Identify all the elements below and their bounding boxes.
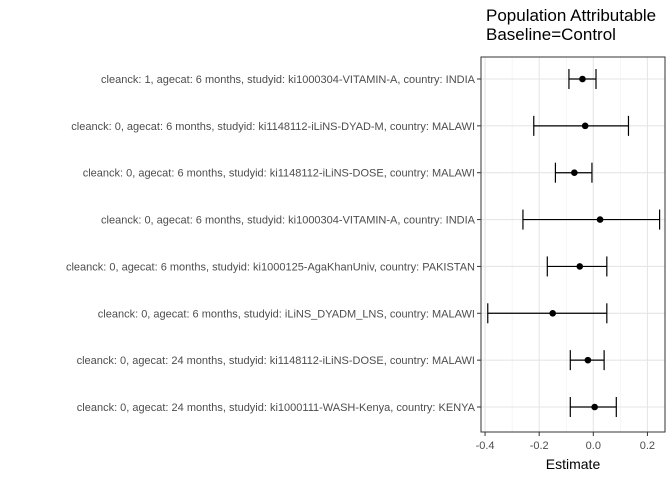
y-tick-label: cleanck: 0, agecat: 24 months, studyid: … <box>77 355 475 367</box>
point-estimate <box>584 356 592 364</box>
point-estimate <box>571 169 578 177</box>
error-bar <box>522 209 661 230</box>
x-tick-label: 0.0 <box>586 440 601 452</box>
plot-panel-border <box>480 56 666 433</box>
error-bar <box>533 115 630 136</box>
y-tick-label: cleanck: 0, agecat: 6 months, studyid: k… <box>101 215 476 227</box>
y-tick-label: cleanck: 0, agecat: 24 months, studyid: … <box>77 402 476 414</box>
point-estimate <box>581 122 589 130</box>
title-line-2: Baseline=Control <box>486 25 616 44</box>
x-tick-label: -0.4 <box>476 440 495 452</box>
error-bars <box>487 69 661 417</box>
point-estimate <box>596 216 604 223</box>
point-estimate <box>579 75 586 83</box>
y-tick-label: cleanck: 0, agecat: 6 months, studyid: k… <box>71 121 475 133</box>
chart-title: Population Attributable Baseline=Control <box>486 6 656 44</box>
x-axis-title: Estimate <box>546 456 601 472</box>
x-tick-label: -0.2 <box>530 440 549 452</box>
x-tick-label: 0.2 <box>640 440 655 452</box>
point-estimates <box>549 75 604 411</box>
y-axis: cleanck: 1, agecat: 6 months, studyid: k… <box>66 74 481 414</box>
y-tick-label: cleanck: 0, agecat: 6 months, studyid: k… <box>83 168 475 180</box>
y-tick-label: cleanck: 0, agecat: 6 months, studyid: i… <box>98 308 475 320</box>
point-estimate <box>576 263 584 270</box>
y-tick-label: cleanck: 0, agecat: 6 months, studyid: k… <box>66 261 475 273</box>
point-estimate <box>549 309 557 317</box>
y-tick-label: cleanck: 1, agecat: 6 months, studyid: k… <box>101 74 476 86</box>
error-bar <box>487 303 608 324</box>
point-estimate <box>591 403 598 411</box>
title-line-1: Population Attributable <box>486 6 656 25</box>
plot-panel <box>481 57 665 432</box>
x-axis: -0.4 -0.2 0.0 0.2 <box>476 432 655 452</box>
